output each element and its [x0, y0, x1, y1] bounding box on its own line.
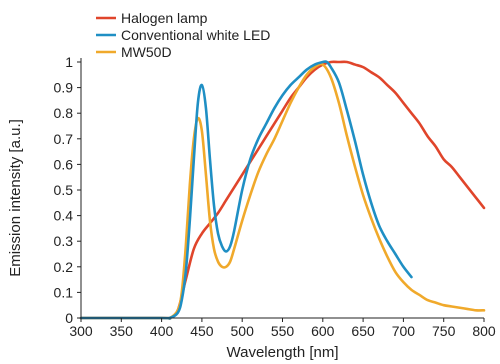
x-tick-label-600: 600: [311, 323, 335, 339]
x-tick-label-550: 550: [271, 323, 295, 339]
legend-item-halogen: Halogen lamp: [96, 10, 208, 26]
y-tick-label-6: 0.6: [54, 156, 74, 172]
legend-label-white-led: Conventional white LED: [121, 27, 270, 43]
y-tick-label-1: 0.1: [54, 284, 74, 300]
legend-label-halogen: Halogen lamp: [121, 10, 208, 26]
legend: Halogen lamp Conventional white LED MW50…: [96, 10, 270, 60]
y-tick-label-5: 0.5: [54, 182, 74, 198]
series-line-white-led: [79, 60, 413, 320]
series-line-mw50d: [79, 62, 486, 320]
x-axis-title: Wavelength [nm]: [227, 344, 339, 361]
y-axis-title: Emission intensity [a.u.]: [7, 119, 24, 277]
y-tick-label-0: 0: [65, 310, 73, 326]
x-tick-label-700: 700: [392, 323, 416, 339]
x-tick-label-500: 500: [231, 323, 255, 339]
y-tick-label-7: 0.7: [54, 131, 74, 147]
series-layer: [79, 60, 486, 320]
y-tick-label-9: 0.9: [54, 80, 74, 96]
series-line-halogen: [79, 60, 486, 320]
legend-item-white-led: Conventional white LED: [96, 27, 270, 43]
x-tick-label-650: 650: [351, 323, 375, 339]
x-tick-label-300: 300: [69, 323, 93, 339]
ticks-layer: 300 350 400 450 500 550 600 650 700 750 800 0 0.1 0.2…: [54, 54, 496, 339]
x-tick-label-450: 450: [190, 323, 214, 339]
y-tick-label-4: 0.4: [54, 208, 74, 224]
y-tick-label-2: 0.2: [54, 259, 74, 275]
x-tick-label-800: 800: [472, 323, 496, 339]
legend-label-mw50d: MW50D: [121, 44, 172, 60]
y-tick-label-3: 0.3: [54, 233, 74, 249]
y-tick-label-8: 0.8: [54, 105, 74, 121]
y-tick-label-10: 1: [65, 54, 73, 70]
x-tick-label-400: 400: [150, 323, 174, 339]
x-tick-label-750: 750: [432, 323, 456, 339]
x-tick-label-350: 350: [110, 323, 134, 339]
legend-item-mw50d: MW50D: [96, 44, 172, 60]
